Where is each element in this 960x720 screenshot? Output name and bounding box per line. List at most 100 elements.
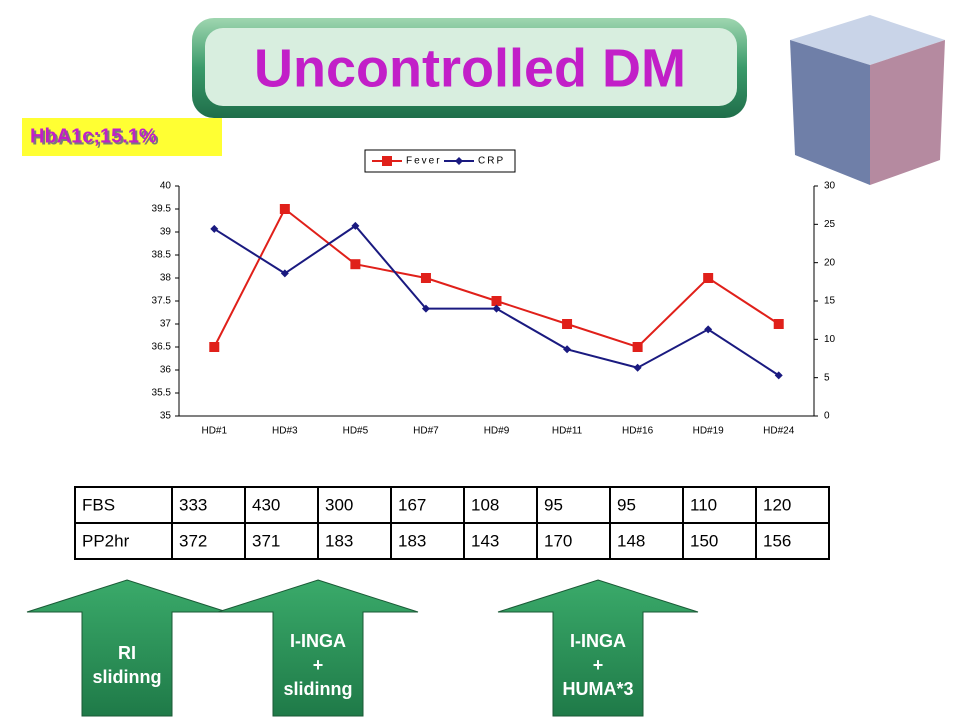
table-cell [755,486,830,524]
legend-box [364,149,516,173]
x-tick-label: HD#24 [763,426,795,437]
marker [774,371,783,380]
marker [280,269,289,278]
x-tick-label: HD#3 [272,426,298,437]
x-tick-label: HD#1 [201,426,227,437]
y-tick-label: 35 [160,411,172,422]
y2-tick-label: 0 [824,411,830,422]
table-cell-text: PP2hr [82,531,130,550]
marker [633,363,642,372]
x-tick-label: HD#16 [622,426,654,437]
table-cell-text: 108 [471,495,499,514]
table-cell [755,522,830,560]
table-cell-text: 372 [179,531,207,550]
marker [562,319,573,329]
marker [773,319,784,329]
marker [703,273,714,283]
arrow-label: + [313,655,324,675]
table-cell-text: 95 [544,495,563,514]
y-tick-label: 36.5 [152,342,172,353]
x-tick-label: HD#11 [552,426,583,437]
table-cell [317,522,392,560]
y-tick-label: 39 [160,227,172,238]
marker [382,156,392,166]
table-cell [536,486,611,524]
y-tick-label: 35.5 [152,388,172,399]
table-cell [682,522,757,560]
marker [351,221,360,230]
arrow-label: slidinng [284,679,353,699]
y-tick-label: 39.5 [152,204,172,215]
table-cell-text: 95 [617,495,636,514]
table-cell-text: FBS [82,495,115,514]
marker [210,224,219,233]
arrow-label: I-INGA [570,631,626,651]
marker [632,342,643,352]
table-cell [609,522,684,560]
y-tick-label: 38.5 [152,250,172,261]
up-arrow [217,579,419,717]
up-arrow [497,579,699,717]
arrows: RI slidinng I-INGA + slidinng I-INGA + HUMA*3 [26,579,699,717]
slide-title: Uncontrolled DM [254,38,686,98]
marker [421,304,430,313]
table-cell [536,522,611,560]
badge-shadow: HbA1c;15.1% [32,127,159,149]
table-cell-text: 183 [325,531,353,550]
table-cell-text: 333 [179,495,207,514]
y2-tick-label: 15 [824,296,836,307]
arrow-label: + [593,655,604,675]
table-cell-text: 110 [690,495,717,514]
table-cell-text: 150 [690,531,718,550]
cube-decoration [790,15,945,185]
arrow-label: I-INGA [290,631,346,651]
arrow-label: RI [118,643,136,663]
table-cell-text: 167 [398,495,426,514]
marker [350,259,361,270]
table-cell-text: 148 [617,531,645,550]
x-tick-label: HD#7 [413,426,439,437]
y2-tick-label: 10 [824,334,836,345]
table: FBS 333 430 300 167 108 95 95 110 120 PP2hr 372 371 1… [74,486,830,560]
marker [209,342,220,352]
y2-tick-label: 5 [824,372,830,383]
table-cell [609,486,684,524]
table-cell-text: 143 [471,531,499,550]
chart: 35 35.5 36 36.5 37 37.5 38 38.5 39 39.5 40 0 5 10 15 20… [152,149,836,437]
marker [455,157,463,165]
marker [563,345,572,354]
table-cell-text: 371 [252,531,280,550]
marker [491,296,502,306]
table-cell [244,522,319,560]
x-tick-label: HD#9 [484,426,510,437]
badge-text: HbA1c;15.1% [30,125,157,147]
legend-label: CRP [478,156,505,167]
y2-tick-label: 30 [824,181,836,192]
table-cell [171,486,246,524]
table-cell [463,522,538,560]
table-cell-text: 430 [252,495,280,514]
x-tick-label: HD#19 [693,426,725,437]
marker [492,304,501,313]
table-cell-text: 156 [763,531,791,550]
table-cell-text: 300 [325,495,353,514]
y-tick-label: 37.5 [152,296,172,307]
badge [22,118,222,156]
table-cell-text: 183 [398,531,426,550]
y2-tick-label: 25 [824,219,836,230]
y-tick-label: 37 [160,319,172,330]
table-cell-text: 170 [544,531,572,550]
y2-tick-label: 20 [824,257,836,268]
arrow-label: HUMA*3 [562,679,633,699]
y-tick-label: 38 [160,273,172,284]
y-tick-label: 36 [160,365,172,376]
x-tick-label: HD#5 [343,426,369,437]
table-cell [317,486,392,524]
up-arrow [26,579,228,717]
y-tick-label: 40 [160,181,172,192]
marker [420,273,431,283]
marker [279,204,290,214]
table-cell [244,486,319,524]
series-line [213,207,780,349]
